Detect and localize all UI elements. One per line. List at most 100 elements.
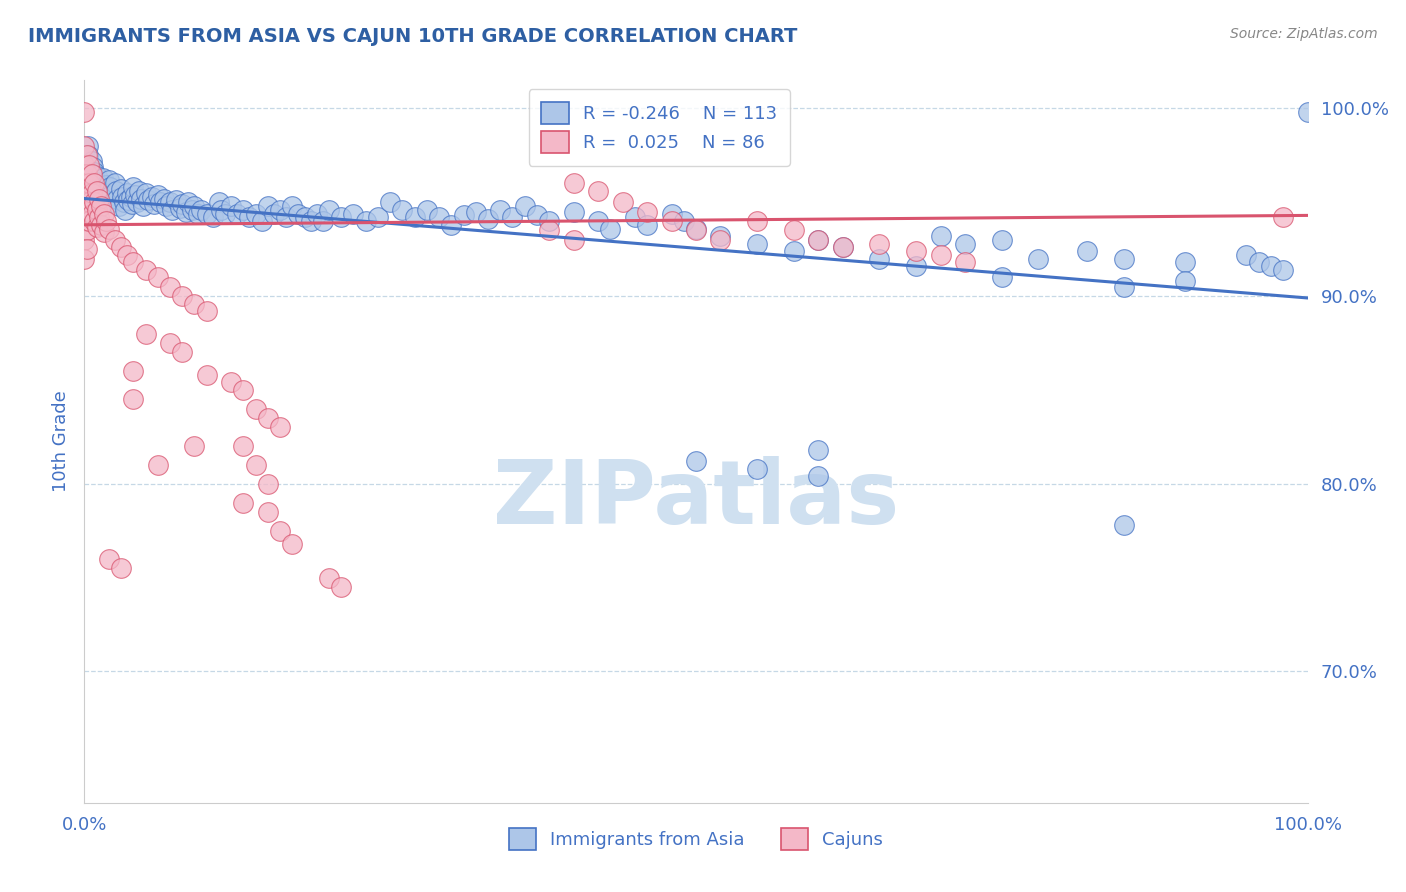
Point xyxy=(98,180,121,194)
Point xyxy=(269,524,291,538)
Point xyxy=(232,202,254,217)
Point xyxy=(146,270,169,285)
Point xyxy=(661,206,683,220)
Point xyxy=(1076,244,1098,258)
Point xyxy=(94,194,117,208)
Point xyxy=(586,184,609,198)
Point xyxy=(1272,262,1295,277)
Point xyxy=(391,202,413,217)
Legend: Immigrants from Asia, Cajuns: Immigrants from Asia, Cajuns xyxy=(499,819,893,859)
Point xyxy=(783,244,806,258)
Point xyxy=(77,139,100,153)
Point xyxy=(1296,105,1319,120)
Point xyxy=(245,401,267,416)
Point xyxy=(538,223,561,237)
Point xyxy=(91,180,114,194)
Point xyxy=(183,296,205,310)
Point xyxy=(162,202,184,217)
Point xyxy=(1236,248,1258,262)
Point xyxy=(122,364,145,378)
Point xyxy=(612,195,634,210)
Point xyxy=(1272,211,1295,225)
Point xyxy=(685,221,707,235)
Point xyxy=(110,240,132,254)
Point xyxy=(132,199,155,213)
Point xyxy=(86,202,108,217)
Point xyxy=(87,184,110,198)
Point xyxy=(380,195,402,210)
Point xyxy=(87,192,110,206)
Point xyxy=(86,184,108,198)
Point xyxy=(1114,518,1136,533)
Point xyxy=(991,233,1014,247)
Point xyxy=(232,495,254,509)
Point xyxy=(76,186,98,200)
Point xyxy=(76,148,98,162)
Point xyxy=(201,211,224,225)
Point xyxy=(869,236,891,251)
Point xyxy=(953,236,976,251)
Point xyxy=(685,454,707,468)
Point xyxy=(87,180,110,194)
Point xyxy=(440,218,463,232)
Point xyxy=(709,229,731,244)
Point xyxy=(76,167,98,181)
Point xyxy=(195,304,218,318)
Point xyxy=(661,214,683,228)
Point xyxy=(73,214,96,228)
Point xyxy=(115,248,138,262)
Point xyxy=(709,233,731,247)
Point xyxy=(96,178,118,193)
Point xyxy=(114,202,136,217)
Point xyxy=(330,211,353,225)
Point xyxy=(73,139,96,153)
Point xyxy=(318,571,340,585)
Point xyxy=(226,206,249,220)
Point xyxy=(117,194,139,208)
Point xyxy=(477,212,499,227)
Point xyxy=(77,214,100,228)
Point xyxy=(146,458,169,472)
Point xyxy=(124,187,146,202)
Point xyxy=(97,551,120,566)
Point xyxy=(172,345,194,359)
Point xyxy=(238,211,260,225)
Point xyxy=(112,195,135,210)
Point xyxy=(73,252,96,266)
Point xyxy=(105,184,128,198)
Point xyxy=(91,170,114,185)
Point xyxy=(257,505,280,519)
Point xyxy=(747,462,769,476)
Point xyxy=(807,233,830,247)
Point xyxy=(165,194,187,208)
Point xyxy=(82,160,104,174)
Point xyxy=(195,368,218,382)
Point xyxy=(77,177,100,191)
Point xyxy=(159,195,181,210)
Point xyxy=(122,392,145,407)
Point xyxy=(287,206,309,220)
Point xyxy=(807,233,830,247)
Point xyxy=(77,195,100,210)
Point xyxy=(97,186,120,200)
Point xyxy=(330,580,353,594)
Point xyxy=(77,158,100,172)
Point xyxy=(122,255,145,269)
Point xyxy=(107,199,129,213)
Point xyxy=(305,206,328,220)
Point xyxy=(427,211,450,225)
Point xyxy=(129,192,152,206)
Point xyxy=(97,173,120,187)
Point xyxy=(93,206,115,220)
Point xyxy=(404,211,426,225)
Point xyxy=(562,204,585,219)
Point xyxy=(73,105,96,120)
Point xyxy=(783,223,806,237)
Point xyxy=(257,476,280,491)
Point xyxy=(80,167,103,181)
Point xyxy=(991,270,1014,285)
Point xyxy=(135,326,157,341)
Point xyxy=(1174,274,1197,288)
Point xyxy=(269,420,291,434)
Point xyxy=(1174,255,1197,269)
